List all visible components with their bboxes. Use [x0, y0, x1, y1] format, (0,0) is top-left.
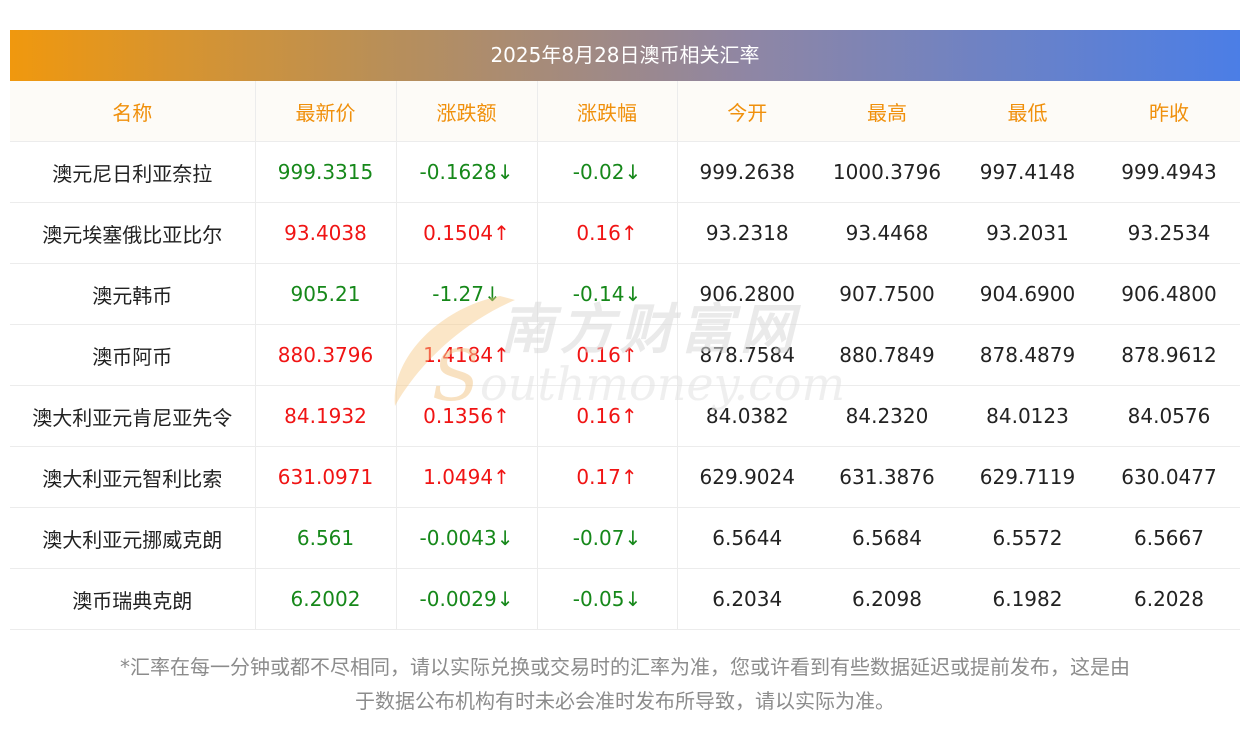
change-amount: 0.1356↑ — [396, 385, 538, 447]
change-percent: -0.07↓ — [537, 507, 678, 569]
change-percent: 0.17↑ — [537, 446, 678, 508]
open-price: 6.2034 — [677, 568, 817, 630]
high-price: 907.7500 — [817, 263, 957, 325]
table-row: 澳元尼日利亚奈拉 999.3315 -0.1628↓ -0.02↓ 999.26… — [10, 141, 1240, 203]
open-price: 6.5644 — [677, 507, 817, 569]
high-price: 6.2098 — [817, 568, 957, 630]
currency-name: 澳币阿币 — [10, 324, 256, 386]
latest-price: 84.1932 — [255, 385, 397, 447]
currency-name: 澳币瑞典克朗 — [10, 568, 256, 630]
latest-price: 6.2002 — [255, 568, 397, 630]
disclaimer-line-2: 于数据公布机构有时未必会准时发布所导致，请以实际为准。 — [355, 689, 895, 713]
rates-table: 名称 最新价 涨跌额 涨跌幅 今开 最高 最低 昨收 澳元尼日利亚奈拉 999.… — [10, 81, 1240, 630]
currency-name: 澳大利亚元肯尼亚先令 — [10, 385, 256, 447]
header-high: 最高 — [817, 81, 957, 142]
currency-name: 澳元韩币 — [10, 263, 256, 325]
table-header-row: 名称 最新价 涨跌额 涨跌幅 今开 最高 最低 昨收 — [10, 81, 1240, 142]
table-row: 澳元韩币 905.21 -1.27↓ -0.14↓ 906.2800 907.7… — [10, 263, 1240, 325]
high-price: 93.4468 — [817, 202, 957, 264]
page-title: 2025年8月28日澳币相关汇率 — [10, 30, 1240, 81]
low-price: 997.4148 — [957, 141, 1098, 203]
currency-name: 澳大利亚元智利比索 — [10, 446, 256, 508]
latest-price: 999.3315 — [255, 141, 397, 203]
prev-close: 630.0477 — [1098, 446, 1240, 508]
change-amount: 1.0494↑ — [396, 446, 538, 508]
change-percent: -0.05↓ — [537, 568, 678, 630]
high-price: 84.2320 — [817, 385, 957, 447]
change-amount: 0.1504↑ — [396, 202, 538, 264]
header-open: 今开 — [677, 81, 817, 142]
table-row: 澳大利亚元智利比索 631.0971 1.0494↑ 0.17↑ 629.902… — [10, 446, 1240, 508]
prev-close: 6.2028 — [1098, 568, 1240, 630]
change-percent: 0.16↑ — [537, 324, 678, 386]
header-name: 名称 — [10, 81, 256, 142]
table-row: 澳币瑞典克朗 6.2002 -0.0029↓ -0.05↓ 6.2034 6.2… — [10, 568, 1240, 630]
header-latest: 最新价 — [255, 81, 397, 142]
change-percent: -0.02↓ — [537, 141, 678, 203]
open-price: 93.2318 — [677, 202, 817, 264]
table-row: 澳元埃塞俄比亚比尔 93.4038 0.1504↑ 0.16↑ 93.2318 … — [10, 202, 1240, 264]
table-row: 澳大利亚元挪威克朗 6.561 -0.0043↓ -0.07↓ 6.5644 6… — [10, 507, 1240, 569]
header-change: 涨跌额 — [396, 81, 538, 142]
latest-price: 905.21 — [255, 263, 397, 325]
change-percent: -0.14↓ — [537, 263, 678, 325]
latest-price: 93.4038 — [255, 202, 397, 264]
low-price: 6.5572 — [957, 507, 1098, 569]
disclaimer-line-1: *汇率在每一分钟或都不尽相同，请以实际兑换或交易时的汇率为准，您或许看到有些数据… — [120, 655, 1130, 679]
change-amount: 1.4184↑ — [396, 324, 538, 386]
low-price: 629.7119 — [957, 446, 1098, 508]
open-price: 999.2638 — [677, 141, 817, 203]
change-amount: -0.1628↓ — [396, 141, 538, 203]
header-pct: 涨跌幅 — [537, 81, 678, 142]
change-amount: -0.0029↓ — [396, 568, 538, 630]
high-price: 880.7849 — [817, 324, 957, 386]
latest-price: 880.3796 — [255, 324, 397, 386]
change-percent: 0.16↑ — [537, 202, 678, 264]
currency-name: 澳元尼日利亚奈拉 — [10, 141, 256, 203]
open-price: 629.9024 — [677, 446, 817, 508]
open-price: 84.0382 — [677, 385, 817, 447]
low-price: 904.6900 — [957, 263, 1098, 325]
prev-close: 84.0576 — [1098, 385, 1240, 447]
disclaimer-note: *汇率在每一分钟或都不尽相同，请以实际兑换或交易时的汇率为准，您或许看到有些数据… — [10, 650, 1240, 718]
prev-close: 6.5667 — [1098, 507, 1240, 569]
low-price: 878.4879 — [957, 324, 1098, 386]
high-price: 1000.3796 — [817, 141, 957, 203]
latest-price: 6.561 — [255, 507, 397, 569]
open-price: 878.7584 — [677, 324, 817, 386]
table-row: 澳币阿币 880.3796 1.4184↑ 0.16↑ 878.7584 880… — [10, 324, 1240, 386]
prev-close: 878.9612 — [1098, 324, 1240, 386]
prev-close: 999.4943 — [1098, 141, 1240, 203]
currency-name: 澳元埃塞俄比亚比尔 — [10, 202, 256, 264]
low-price: 84.0123 — [957, 385, 1098, 447]
change-amount: -0.0043↓ — [396, 507, 538, 569]
open-price: 906.2800 — [677, 263, 817, 325]
currency-name: 澳大利亚元挪威克朗 — [10, 507, 256, 569]
header-prev: 昨收 — [1098, 81, 1240, 142]
table-row: 澳大利亚元肯尼亚先令 84.1932 0.1356↑ 0.16↑ 84.0382… — [10, 385, 1240, 447]
change-percent: 0.16↑ — [537, 385, 678, 447]
change-amount: -1.27↓ — [396, 263, 538, 325]
header-low: 最低 — [957, 81, 1098, 142]
high-price: 631.3876 — [817, 446, 957, 508]
low-price: 93.2031 — [957, 202, 1098, 264]
low-price: 6.1982 — [957, 568, 1098, 630]
prev-close: 93.2534 — [1098, 202, 1240, 264]
prev-close: 906.4800 — [1098, 263, 1240, 325]
high-price: 6.5684 — [817, 507, 957, 569]
latest-price: 631.0971 — [255, 446, 397, 508]
